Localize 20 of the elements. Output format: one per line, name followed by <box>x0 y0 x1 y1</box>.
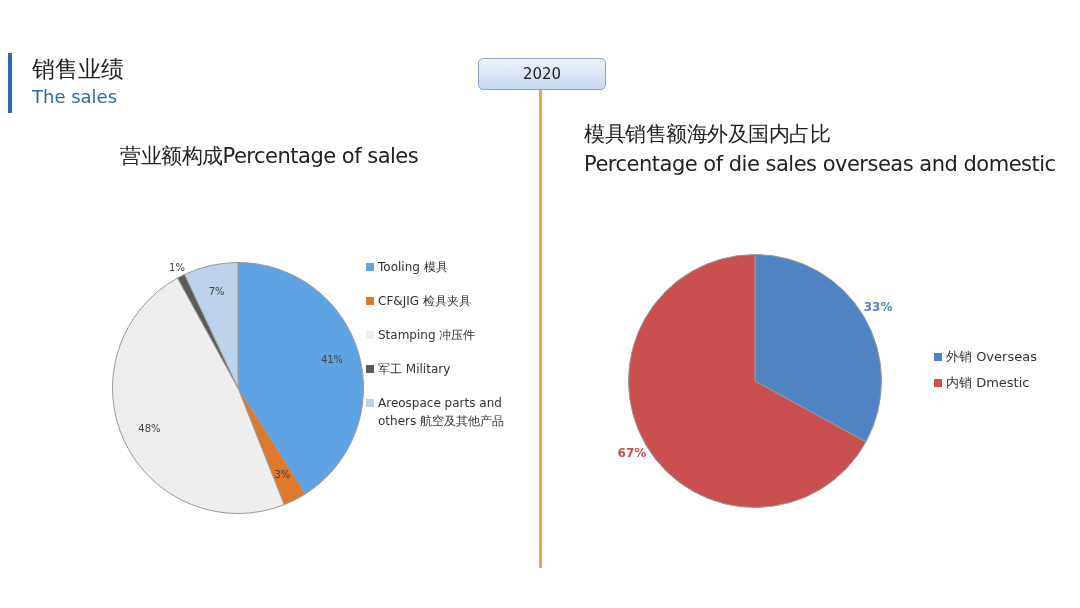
chart-title: 营业额构成Percentage of sales <box>120 143 419 170</box>
data-label: 48% <box>138 423 161 435</box>
data-label: 33% <box>863 300 893 315</box>
text: 销售业绩 <box>32 55 124 84</box>
data-label: 7% <box>208 286 225 298</box>
data-label: 41% <box>320 354 344 366</box>
data-label: 3% <box>274 468 291 480</box>
legend-label: Tooling 模具 <box>378 259 448 276</box>
chart-subtitle: Percentage of die sales overseas and domestic <box>584 152 1056 176</box>
data-label: 1% <box>169 261 185 273</box>
legend-label: Areospace parts and others 航空及其他产品 <box>378 395 506 430</box>
legend-label: CF&JIG 检具夹具 <box>378 293 471 310</box>
legend-label: Stamping 冲压件 <box>378 327 476 344</box>
legend-label: 内销 Dmestic <box>946 374 1030 392</box>
text: The sales <box>32 86 118 107</box>
text: 2020 <box>478 58 606 90</box>
chart-title: 模具销售额海外及国内占比 <box>584 121 831 148</box>
data-label: 67% <box>617 445 647 460</box>
legend-label: 军工 Military <box>378 361 451 378</box>
legend-label: 外销 Overseas <box>946 348 1037 366</box>
